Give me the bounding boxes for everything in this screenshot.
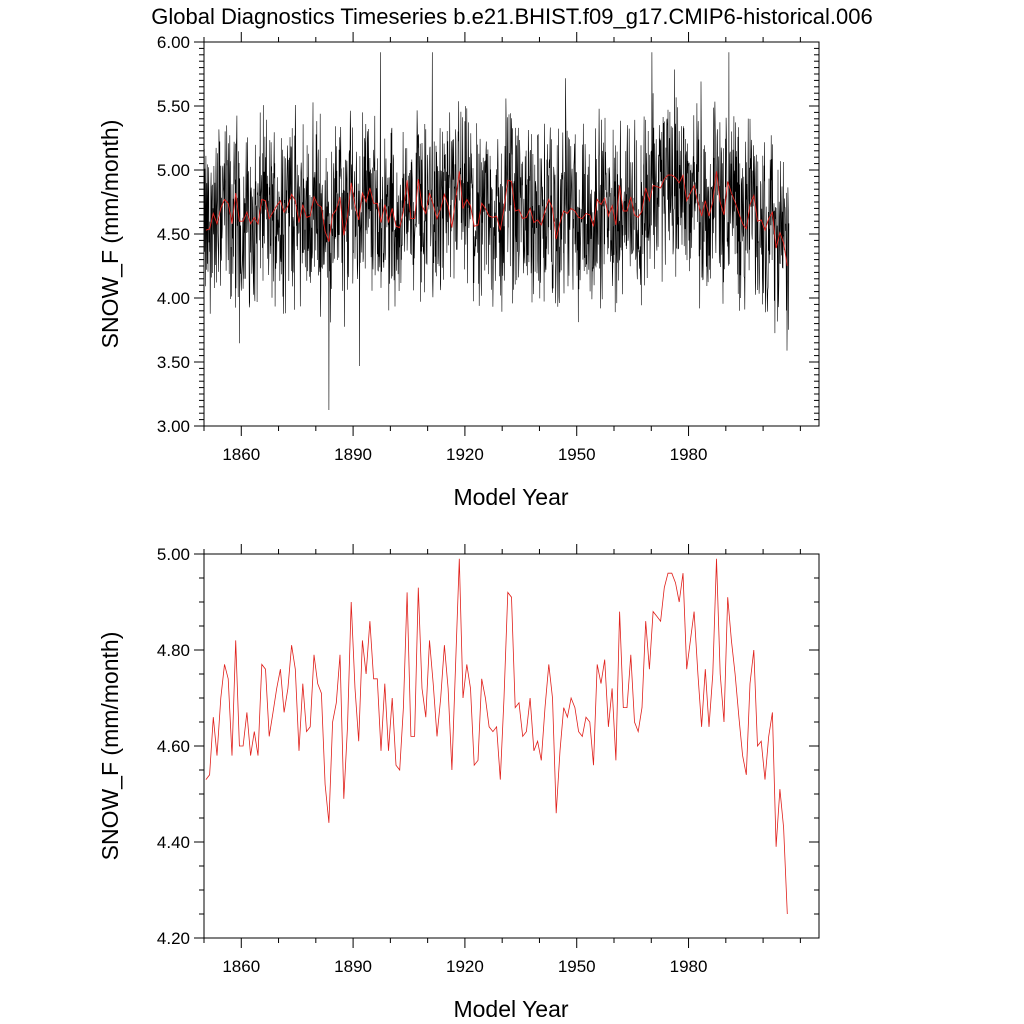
panel-annual-frame: [203, 553, 820, 939]
panel-annual-xtick-label: 1890: [334, 957, 372, 976]
panel-monthly-xtick-label: 1920: [446, 445, 484, 464]
panel-monthly-xtick-label: 1890: [334, 445, 372, 464]
panel-annual-ytick-label: 4.40: [157, 833, 190, 852]
panel-annual-ytick-label: 5.00: [157, 545, 190, 564]
panel-annual-xtick-label: 1920: [446, 957, 484, 976]
panel-monthly-ytick-label: 3.00: [157, 417, 190, 436]
series-annual-line: [205, 171, 788, 267]
panel-annual-xtick-label: 1980: [670, 957, 708, 976]
series-monthly-line: [203, 52, 790, 411]
panel-monthly: 1860 1890 1920 1950 1980 3.00 3.50 4.00 4.50 5.00…: [97, 32, 820, 510]
panel-monthly-ytick-label: 6.00: [157, 33, 190, 52]
panel-annual-ytick-label: 4.80: [157, 641, 190, 660]
panel-monthly-ytick-label: 3.50: [157, 353, 190, 372]
panel-monthly-xtick-label: 1950: [558, 445, 596, 464]
panel-annual-xtick-label: 1950: [558, 957, 596, 976]
panel-monthly-ytick-label: 4.00: [157, 289, 190, 308]
panel-annual-xtick-label: 1860: [222, 957, 260, 976]
panel-monthly-ytick-label: 5.00: [157, 161, 190, 180]
panel-monthly-ytick-label: 5.50: [157, 97, 190, 116]
panel-monthly-ylabel: SNOW_F (mm/month): [97, 120, 123, 349]
panel-annual-ylabel: SNOW_F (mm/month): [97, 632, 123, 861]
series-annual-line: [205, 558, 788, 915]
panel-monthly-xtick-label: 1860: [222, 445, 260, 464]
panel-annual-ytick-label: 4.60: [157, 737, 190, 756]
panel-monthly-frame: [203, 41, 820, 427]
chart-title: Global Diagnostics Timeseries b.e21.BHIS…: [151, 4, 872, 29]
panel-monthly-xlabel: Model Year: [453, 484, 568, 510]
panel-monthly-xtick-label: 1980: [670, 445, 708, 464]
panel-monthly-ytick-label: 4.50: [157, 225, 190, 244]
panel-annual: 1860 1890 1920 1950 1980 4.20 4.40 4.60 4.80 5.00…: [97, 544, 820, 1022]
panel-annual-ytick-label: 4.20: [157, 929, 190, 948]
panel-annual-xlabel: Model Year: [453, 996, 568, 1022]
